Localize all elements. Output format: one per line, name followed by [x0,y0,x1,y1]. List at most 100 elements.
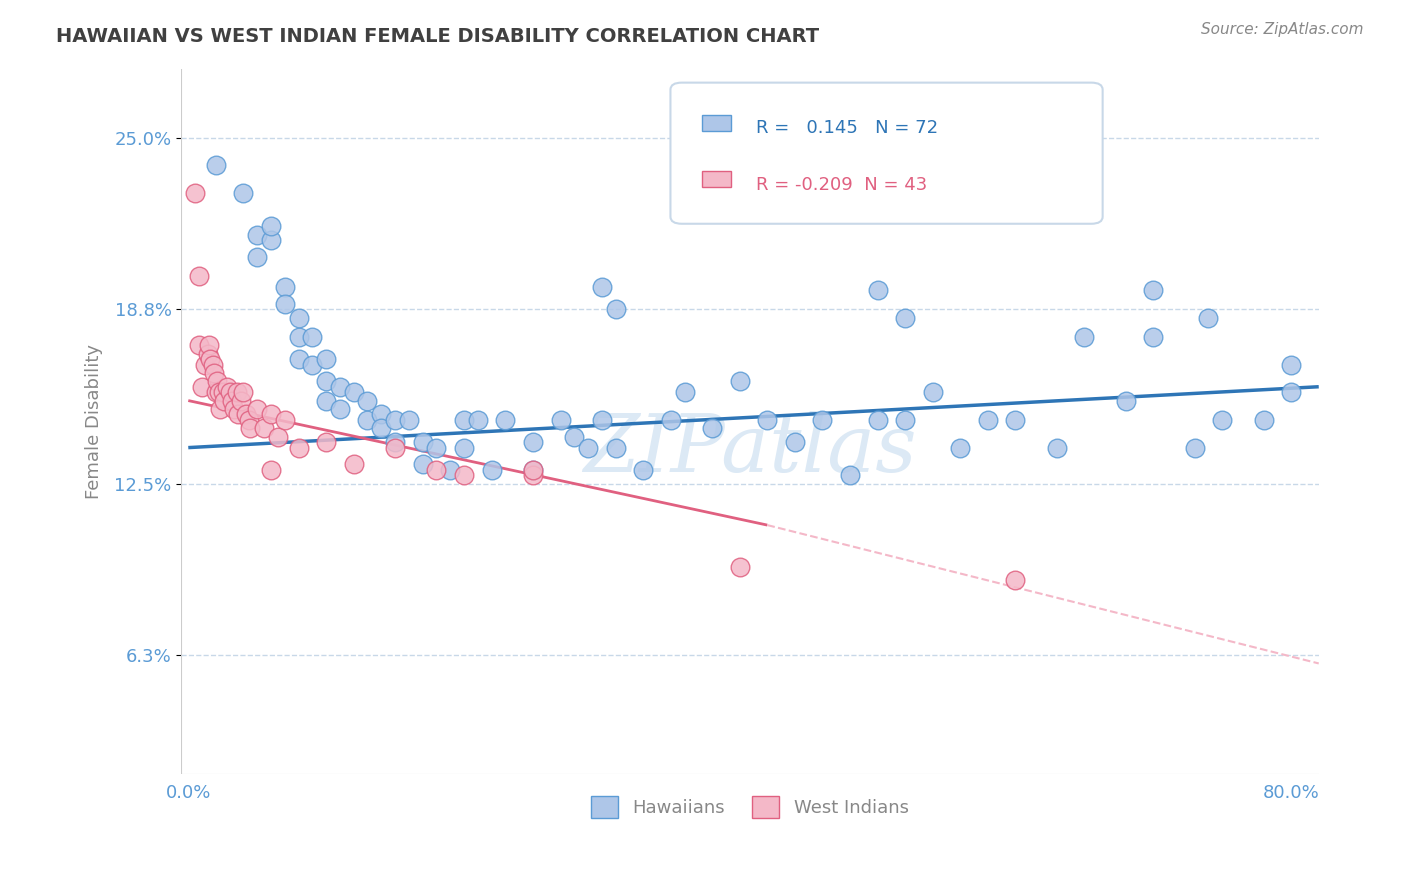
Point [949,441,972,455]
Point [562,429,585,443]
Point [343,457,366,471]
Point [232,385,254,400]
Point [921,385,943,400]
Point [1211,413,1233,427]
Point [191,380,214,394]
Point [1004,574,1026,588]
Point [425,463,447,477]
Point [215,380,238,394]
Point [398,413,420,427]
Point [631,463,654,477]
Point [229,393,252,408]
Point [894,310,917,325]
Point [207,385,229,400]
Point [453,468,475,483]
Point [232,186,254,200]
Point [866,283,889,297]
Point [550,413,572,427]
Point [1142,283,1164,297]
Point [356,393,378,408]
Point [343,385,366,400]
Point [287,352,309,367]
Point [260,233,283,247]
Point [329,380,352,394]
Point [894,413,917,427]
Point [260,463,283,477]
Point [412,435,434,450]
Text: R =   0.145   N = 72: R = 0.145 N = 72 [756,120,938,137]
Point [481,463,503,477]
Text: R = -0.209  N = 43: R = -0.209 N = 43 [756,176,927,194]
Point [200,352,222,367]
Point [198,338,221,352]
Point [184,186,207,200]
Point [1279,385,1302,400]
Point [260,408,283,422]
Point [197,346,219,360]
Point [235,408,257,422]
Point [260,219,283,234]
Point [1142,330,1164,344]
Point [274,296,297,310]
Point [211,385,233,400]
Point [221,393,243,408]
Point [453,413,475,427]
Point [384,413,406,427]
Point [246,250,269,264]
Point [225,385,247,400]
Point [226,408,249,422]
Point [1184,441,1206,455]
Legend: Hawaiians, West Indians: Hawaiians, West Indians [583,789,917,825]
Point [208,401,231,416]
Point [977,413,1000,427]
Point [425,441,447,455]
Point [253,421,276,435]
Point [866,413,889,427]
Point [1115,393,1137,408]
Point [246,227,269,242]
Point [384,441,406,455]
Point [194,358,217,372]
Point [315,352,337,367]
Point [287,441,309,455]
Point [205,158,228,172]
Point [659,413,682,427]
Point [315,393,337,408]
Point [494,413,516,427]
Point [301,330,323,344]
Text: Source: ZipAtlas.com: Source: ZipAtlas.com [1201,22,1364,37]
Point [783,435,806,450]
Point [522,435,544,450]
Point [246,401,269,416]
Y-axis label: Female Disability: Female Disability [86,343,103,499]
Point [384,435,406,450]
Point [315,374,337,388]
Point [287,310,309,325]
Point [222,401,245,416]
Point [301,358,323,372]
Point [370,408,392,422]
Point [1004,413,1026,427]
Point [591,413,613,427]
Point [439,463,461,477]
Point [673,385,696,400]
Point [218,385,240,400]
Point [1073,330,1095,344]
Point [811,413,834,427]
FancyBboxPatch shape [671,83,1102,224]
Point [207,374,229,388]
Point [728,374,751,388]
Text: ZIPatlas: ZIPatlas [583,411,917,488]
Point [1046,441,1069,455]
Text: HAWAIIAN VS WEST INDIAN FEMALE DISABILITY CORRELATION CHART: HAWAIIAN VS WEST INDIAN FEMALE DISABILIT… [56,27,820,45]
Point [522,463,544,477]
Point [205,385,228,400]
FancyBboxPatch shape [702,171,731,187]
Point [1253,413,1275,427]
Point [702,421,724,435]
Point [1279,358,1302,372]
Point [274,280,297,294]
Point [756,413,779,427]
Point [202,358,225,372]
Point [412,457,434,471]
